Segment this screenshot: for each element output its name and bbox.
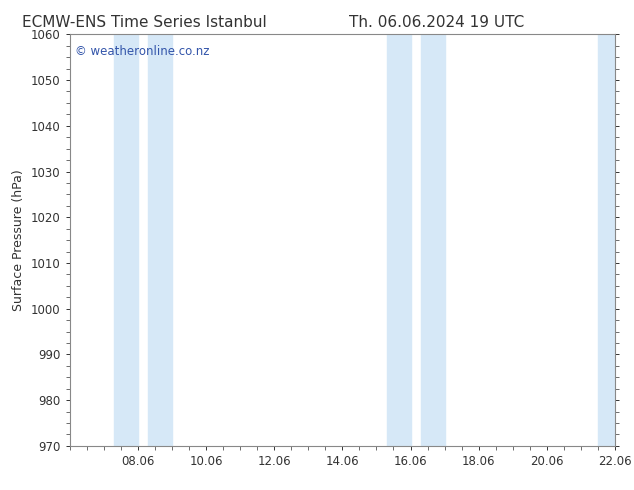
Bar: [387, 34, 411, 446]
Bar: [114, 34, 138, 446]
Y-axis label: Surface Pressure (hPa): Surface Pressure (hPa): [13, 169, 25, 311]
Bar: [598, 34, 615, 446]
Bar: [421, 34, 444, 446]
Text: ECMW-ENS Time Series Istanbul: ECMW-ENS Time Series Istanbul: [22, 15, 266, 30]
Bar: [148, 34, 172, 446]
Text: © weatheronline.co.nz: © weatheronline.co.nz: [75, 45, 210, 58]
Text: Th. 06.06.2024 19 UTC: Th. 06.06.2024 19 UTC: [349, 15, 524, 30]
